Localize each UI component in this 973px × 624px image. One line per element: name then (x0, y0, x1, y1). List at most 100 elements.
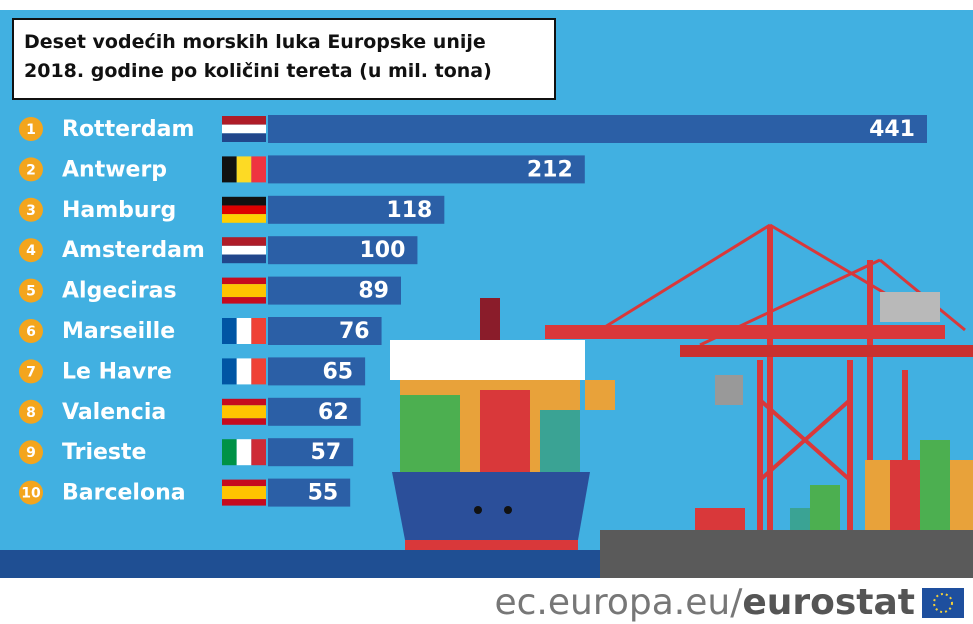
flag-stripe (222, 116, 266, 125)
rank-badge (19, 117, 43, 141)
flag-stripe (222, 418, 266, 425)
value-label: 57 (311, 440, 342, 465)
rank-label: 3 (26, 203, 36, 219)
flag-stripe (222, 277, 266, 285)
category-label: Valencia (62, 400, 166, 425)
rank-label: 5 (26, 284, 36, 300)
category-label: Amsterdam (62, 238, 205, 263)
flag-stripe (222, 358, 237, 385)
crane-boom (545, 325, 945, 339)
flag (222, 318, 266, 344)
bar (268, 478, 351, 507)
flag-stripe (222, 284, 266, 298)
flag-stripe (222, 156, 237, 183)
footer: ec.europa.eu/eurostat (494, 582, 915, 623)
rank-label: 7 (26, 364, 36, 380)
flag-stripe (222, 214, 266, 223)
flag (222, 196, 266, 223)
flag-stripe (251, 439, 266, 466)
rank-label: 10 (21, 486, 41, 502)
rank-badge (19, 278, 43, 303)
flag-stripe (222, 254, 266, 264)
category-label: Marseille (62, 319, 175, 344)
container (585, 380, 615, 410)
rank-badge (19, 157, 43, 182)
dock (600, 530, 973, 578)
bar (268, 438, 354, 467)
flag-stripe (236, 358, 252, 385)
rank-badge (19, 359, 43, 384)
rank-label: 9 (26, 445, 36, 461)
flag-stripe (222, 439, 237, 466)
category-label: Hamburg (62, 198, 176, 223)
rank-badge (19, 399, 43, 424)
ship (390, 298, 590, 550)
value-label: 118 (386, 198, 432, 223)
flag-stripe (222, 318, 237, 344)
rank-label: 2 (26, 162, 36, 178)
value-label: 65 (323, 359, 354, 384)
eu-flag (922, 588, 964, 618)
flag (222, 156, 266, 183)
flag-stripe (251, 156, 266, 183)
bar (268, 155, 585, 184)
rank-badge (19, 440, 43, 465)
flag-stripe (236, 439, 252, 466)
category-label: Trieste (62, 440, 146, 465)
category-label: Le Havre (62, 359, 172, 384)
bar (268, 397, 361, 426)
value-label: 76 (339, 319, 370, 344)
bar (268, 357, 366, 386)
rank-badge (19, 480, 43, 505)
value-label: 89 (358, 279, 389, 304)
chart-title: Deset vodećih morskih luka Europske unij… (12, 18, 556, 100)
rank-badge (19, 197, 43, 222)
rank-label: 4 (26, 243, 36, 259)
rank-badge (19, 319, 43, 343)
value-label: 55 (308, 481, 339, 506)
flag (222, 479, 266, 506)
flag-stripe (222, 124, 266, 134)
category-label: Barcelona (62, 481, 186, 506)
flag (222, 277, 266, 304)
rank-label: 1 (26, 122, 36, 138)
container (715, 375, 743, 405)
flag (222, 116, 266, 142)
flag (222, 398, 266, 425)
bar (268, 276, 401, 305)
bar (268, 317, 382, 345)
flag-stripe (222, 479, 266, 487)
dock-containers (695, 440, 973, 530)
flag-stripe (222, 297, 266, 304)
rank-label: 6 (26, 324, 36, 340)
flag-stripe (236, 156, 252, 183)
flag-stripe (251, 318, 266, 344)
crane-boom (680, 345, 973, 357)
footer-site: ec.europa.eu/ (494, 582, 743, 623)
flag-stripe (222, 499, 266, 506)
flag-stripe (222, 398, 266, 406)
flag-stripe (222, 205, 266, 215)
value-label: 100 (359, 238, 405, 263)
flag-stripe (222, 405, 266, 419)
rank-badge (19, 238, 43, 263)
bar (268, 115, 927, 143)
flag-stripe (222, 486, 266, 500)
value-label: 212 (527, 157, 573, 182)
value-label: 62 (318, 400, 349, 425)
crane-cab (880, 292, 940, 322)
rank-label: 8 (26, 405, 36, 421)
category-label: Antwerp (62, 157, 167, 182)
flag (222, 358, 266, 385)
bar (268, 236, 418, 265)
flag-stripe (222, 245, 266, 255)
flag-stripe (222, 196, 266, 206)
category-label: Algeciras (62, 279, 177, 304)
flag (222, 237, 266, 264)
eu-stars (933, 593, 953, 613)
flag-stripe (251, 358, 266, 385)
flag-stripe (222, 133, 266, 142)
bar (268, 195, 445, 224)
